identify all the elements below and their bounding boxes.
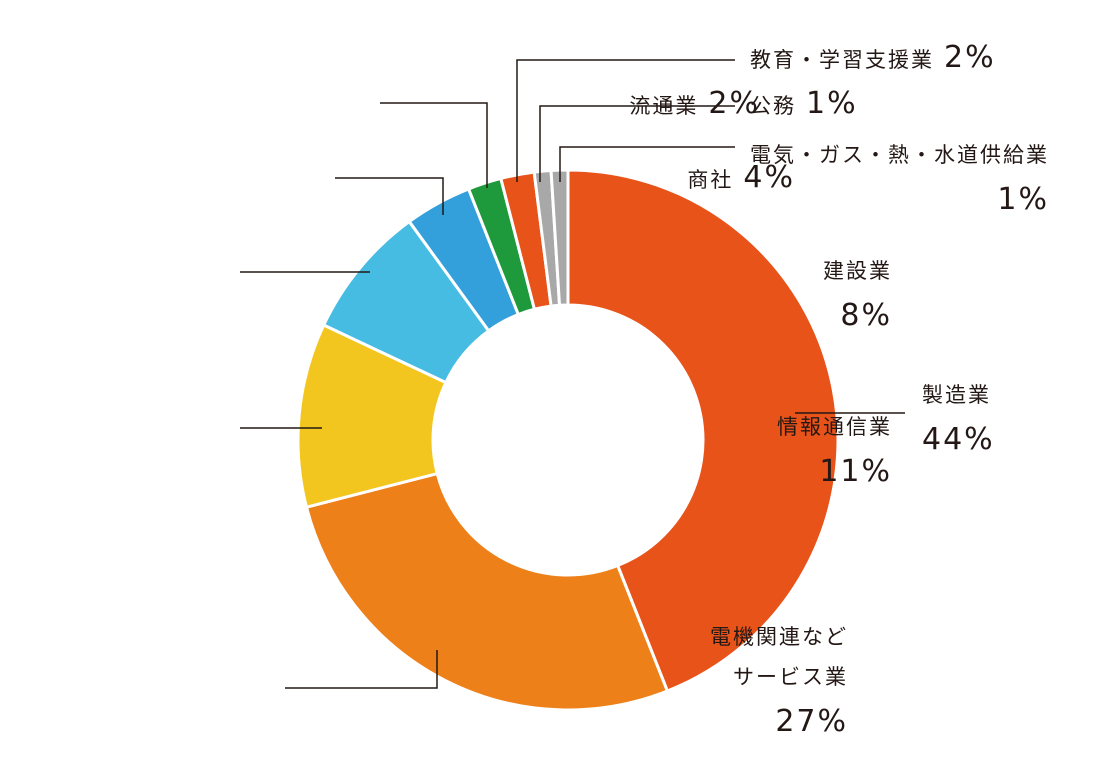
label-group: 情報通信業 11%	[777, 408, 892, 491]
leader-line	[335, 177, 444, 215]
category-label: 製造業	[922, 383, 991, 407]
value-label: 1%	[806, 86, 858, 121]
category-label: 情報通信業	[777, 415, 892, 439]
label-group: 電気・ガス・熱・水道供給業 1%	[750, 136, 1049, 219]
category-label: 建設業	[823, 259, 892, 283]
category-label: 電機関連など サービス業	[710, 625, 848, 689]
value-label: 1%	[997, 181, 1049, 217]
donut-segment	[304, 471, 670, 712]
leader-line	[285, 650, 438, 689]
donut-segment	[566, 168, 840, 693]
leader-line	[380, 102, 488, 188]
category-label: 電気・ガス・熱・水道供給業	[750, 143, 1049, 167]
label-group: 建設業 8%	[823, 252, 892, 335]
value-label: 2%	[944, 40, 996, 75]
value-label: 44%	[922, 421, 995, 457]
value-label: 11%	[819, 453, 892, 489]
value-label: 8%	[840, 297, 892, 333]
value-label: 4%	[743, 160, 795, 195]
label-group: 流通業 2%	[629, 84, 760, 127]
donut-segment	[549, 168, 570, 307]
label-group: 製造業 44%	[922, 376, 995, 459]
value-label: 27%	[775, 703, 848, 739]
leader-line	[559, 146, 735, 182]
label-group: 商社 4%	[687, 158, 795, 201]
value-label: 2%	[708, 86, 760, 121]
category-label: 流通業	[629, 94, 699, 118]
category-label: 教育・学習支援業	[750, 48, 934, 72]
category-label: 公務	[750, 94, 796, 118]
label-group: 電機関連など サービス業 27%	[710, 618, 848, 741]
leader-line	[516, 59, 735, 182]
category-label: 商社	[687, 168, 734, 192]
label-group: 公務 1%	[750, 84, 858, 127]
label-group: 教育・学習支援業 2%	[750, 38, 996, 81]
leader-line	[539, 105, 735, 182]
